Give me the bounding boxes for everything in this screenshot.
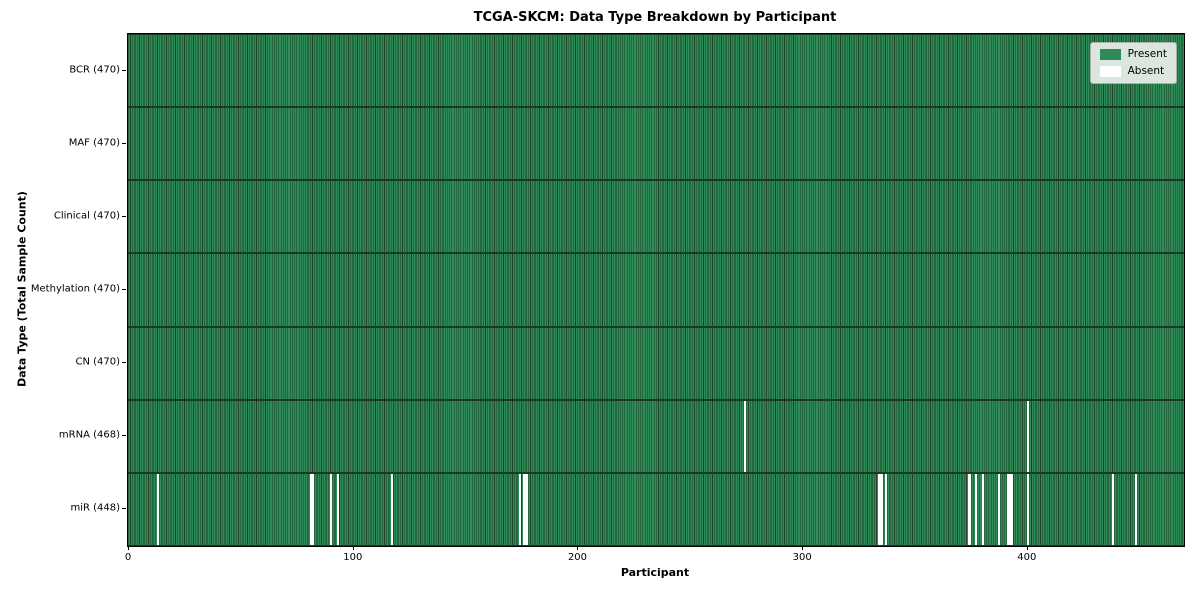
legend-present-label: Present <box>1127 48 1167 61</box>
absent-mark <box>743 400 746 472</box>
absent-mark <box>309 473 313 545</box>
heatmap-row-miR <box>128 472 1184 546</box>
x-tick-label: 100 <box>343 552 363 563</box>
x-tick-mark <box>352 546 354 550</box>
y-tick-label: mRNA (468) <box>58 429 120 441</box>
x-tick-label: 300 <box>792 552 812 563</box>
heatmap-rows <box>128 34 1184 546</box>
heatmap-row-CN <box>128 326 1184 400</box>
legend-absent-swatch <box>1099 66 1121 77</box>
y-tick-label: Methylation (470) <box>30 283 120 295</box>
y-tick-mark <box>122 289 126 290</box>
x-tick-mark <box>1026 546 1028 550</box>
heatmap-row-Methylation <box>128 253 1184 327</box>
x-axis-label: Participant <box>620 566 690 579</box>
legend-present-swatch <box>1099 49 1121 60</box>
absent-mark <box>975 473 978 545</box>
y-tick-label: MAF (470) <box>68 137 120 149</box>
absent-mark <box>997 473 1000 545</box>
absent-mark <box>330 473 333 545</box>
y-tick-mark <box>122 69 126 71</box>
x-tick-label: 400 <box>1017 552 1037 563</box>
absent-mark <box>523 473 526 545</box>
y-tick-mark <box>122 142 126 144</box>
y-tick-label: CN (470) <box>75 356 120 368</box>
legend: Present Absent <box>1089 42 1177 84</box>
plot-area: Present Absent <box>127 33 1185 547</box>
absent-mark <box>981 473 985 545</box>
absent-mark <box>1010 473 1014 545</box>
absent-mark <box>1026 400 1029 472</box>
absent-mark <box>1134 473 1137 545</box>
x-tick-mark <box>802 546 804 550</box>
heatmap-row-Clinical <box>128 180 1184 254</box>
absent-mark <box>518 473 522 545</box>
absent-mark <box>1008 473 1011 545</box>
heatmap-row-MAF <box>128 107 1184 181</box>
y-tick-label: BCR (470) <box>69 64 120 76</box>
absent-mark <box>1006 473 1009 545</box>
absent-mark <box>157 473 160 545</box>
absent-mark <box>885 473 888 545</box>
y-tick-mark <box>122 508 126 510</box>
y-axis-label: Data Type (Total Sample Count) <box>15 191 29 387</box>
absent-mark <box>968 473 971 545</box>
y-tick-mark <box>122 215 126 217</box>
absent-mark <box>878 473 881 545</box>
x-tick-mark <box>128 546 130 550</box>
absent-mark <box>336 473 340 545</box>
y-tick-label: miR (448) <box>70 502 120 514</box>
absent-mark <box>390 473 394 545</box>
legend-entry-present: Present <box>1099 48 1167 61</box>
heatmap-row-mRNA <box>128 399 1184 473</box>
x-tick-label: 200 <box>567 552 588 563</box>
absent-mark <box>1112 473 1115 545</box>
absent-mark <box>525 473 528 545</box>
y-tick-label: Clinical (470) <box>53 210 120 222</box>
x-tick-label: 0 <box>124 552 132 563</box>
heatmap-row-BCR <box>128 34 1184 108</box>
legend-entry-absent: Absent <box>1099 65 1167 78</box>
absent-mark <box>312 473 315 545</box>
y-tick-mark <box>122 435 126 437</box>
legend-absent-label: Absent <box>1127 65 1165 78</box>
absent-mark <box>1026 473 1029 545</box>
chart-title: TCGA-SKCM: Data Type Breakdown by Partic… <box>473 10 837 25</box>
absent-mark <box>880 473 883 545</box>
y-tick-mark <box>122 362 126 364</box>
x-tick-mark <box>577 546 579 550</box>
